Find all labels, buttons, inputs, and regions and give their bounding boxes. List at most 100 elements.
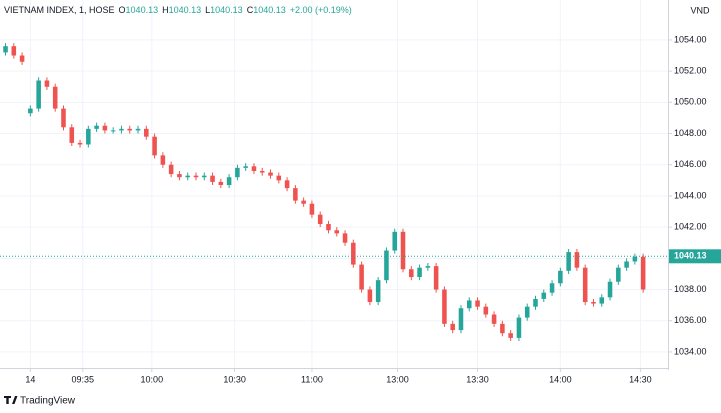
candle-body <box>243 166 248 168</box>
readout-value: 1040.13 <box>126 5 159 15</box>
candle-body <box>152 136 157 156</box>
change: +2.00 (+0.19%) <box>290 5 352 15</box>
candle-body <box>3 46 8 53</box>
symbol-title: VIETNAM INDEX, 1, HOSE <box>4 5 115 15</box>
candle-body <box>640 256 646 290</box>
y-tick-label: 1054.00 <box>674 34 707 44</box>
candle-body <box>458 308 464 331</box>
candle-body <box>524 306 530 318</box>
candle-body <box>475 300 480 307</box>
candle-body <box>193 175 199 178</box>
candle-body <box>500 323 505 334</box>
brand-logo <box>3 396 18 404</box>
candle-body <box>144 128 149 137</box>
candle-body <box>177 174 182 178</box>
readout-value: 1040.13 <box>169 5 202 15</box>
candle-body <box>127 128 133 131</box>
header: VIETNAM INDEX, 1, HOSE O1040.13 H1040.13 L1… <box>4 5 352 15</box>
y-tick-label: 1036.00 <box>674 315 707 325</box>
candle-body <box>483 306 489 315</box>
x-tick-label: 13:30 <box>466 374 489 384</box>
candle-body <box>28 108 33 114</box>
candle-body <box>375 280 381 303</box>
candle-body <box>607 281 613 298</box>
candle-body <box>168 164 174 175</box>
candle-body <box>44 80 50 87</box>
y-tick-label: 1048.00 <box>674 128 707 138</box>
candle-body <box>284 180 290 189</box>
x-tick-label: 14:30 <box>629 374 652 384</box>
candle-body <box>433 266 439 290</box>
candle-body <box>110 130 116 132</box>
unit: VND <box>690 5 710 15</box>
candle-body <box>392 231 398 251</box>
candle-body <box>119 128 124 131</box>
candle-body <box>94 125 99 129</box>
price-label: 1040.13 <box>674 251 707 261</box>
candle-body <box>508 333 513 338</box>
x-tick-label: 14:00 <box>549 374 572 384</box>
candle-body <box>52 86 58 109</box>
candle-body <box>359 264 364 290</box>
x-tick-label: 09:35 <box>72 374 95 384</box>
candle-body <box>582 267 588 303</box>
y-tick-label: 1034.00 <box>674 346 707 356</box>
candle-body <box>549 283 555 293</box>
candle-body <box>574 252 580 268</box>
y-tick-label: 1046.00 <box>674 159 707 169</box>
candle-body <box>367 289 373 303</box>
candle-body <box>218 181 224 186</box>
readout-key: C <box>247 5 254 15</box>
candle-body <box>251 166 257 171</box>
candle-body <box>210 175 215 182</box>
candle-body <box>334 230 340 234</box>
readout-key: O <box>119 5 126 15</box>
candle-body <box>36 80 41 109</box>
candle-body <box>558 270 563 284</box>
candle-body <box>185 175 190 178</box>
candle-body <box>541 292 547 299</box>
candle-body <box>466 300 472 309</box>
x-tick-label: 14 <box>25 374 35 384</box>
candle-body <box>135 128 141 131</box>
candle-body <box>409 269 414 278</box>
y-tick-label: 1038.00 <box>674 284 707 294</box>
readout-key: L <box>205 5 210 15</box>
candle-body <box>450 323 455 331</box>
candle-body <box>384 250 389 281</box>
candle-body <box>425 266 431 268</box>
candle-body <box>591 302 596 304</box>
candle-body <box>533 298 538 307</box>
readout-key: H <box>162 5 169 15</box>
candle-body <box>400 231 406 270</box>
x-tick-label: 11:00 <box>301 374 323 384</box>
readout-value: 1040.13 <box>210 5 243 15</box>
grid <box>0 0 668 368</box>
candle-body <box>491 314 497 324</box>
candle-body <box>268 172 273 176</box>
candle-body <box>61 108 66 128</box>
candle-body <box>326 224 331 231</box>
brand: TradingView <box>20 396 76 407</box>
x-tick-label: 10:30 <box>223 374 246 384</box>
candle-body <box>226 177 232 186</box>
candle-body <box>77 142 83 145</box>
candle-body <box>86 128 91 145</box>
candle-body <box>599 297 605 304</box>
candle-body <box>309 203 315 215</box>
candle-body <box>516 317 522 338</box>
x-tick-label: 10:00 <box>141 374 164 384</box>
candle-body <box>69 127 75 143</box>
candle-body <box>276 175 282 181</box>
candle-body <box>632 256 638 262</box>
candle-body <box>160 155 166 165</box>
y-tick-label: 1050.00 <box>674 97 707 107</box>
x-tick-label: 13:00 <box>386 374 409 384</box>
candle-body <box>342 233 348 243</box>
candle-body <box>301 200 306 204</box>
candle-body <box>624 261 629 268</box>
candle-body <box>616 267 621 282</box>
candle-body <box>19 55 25 62</box>
